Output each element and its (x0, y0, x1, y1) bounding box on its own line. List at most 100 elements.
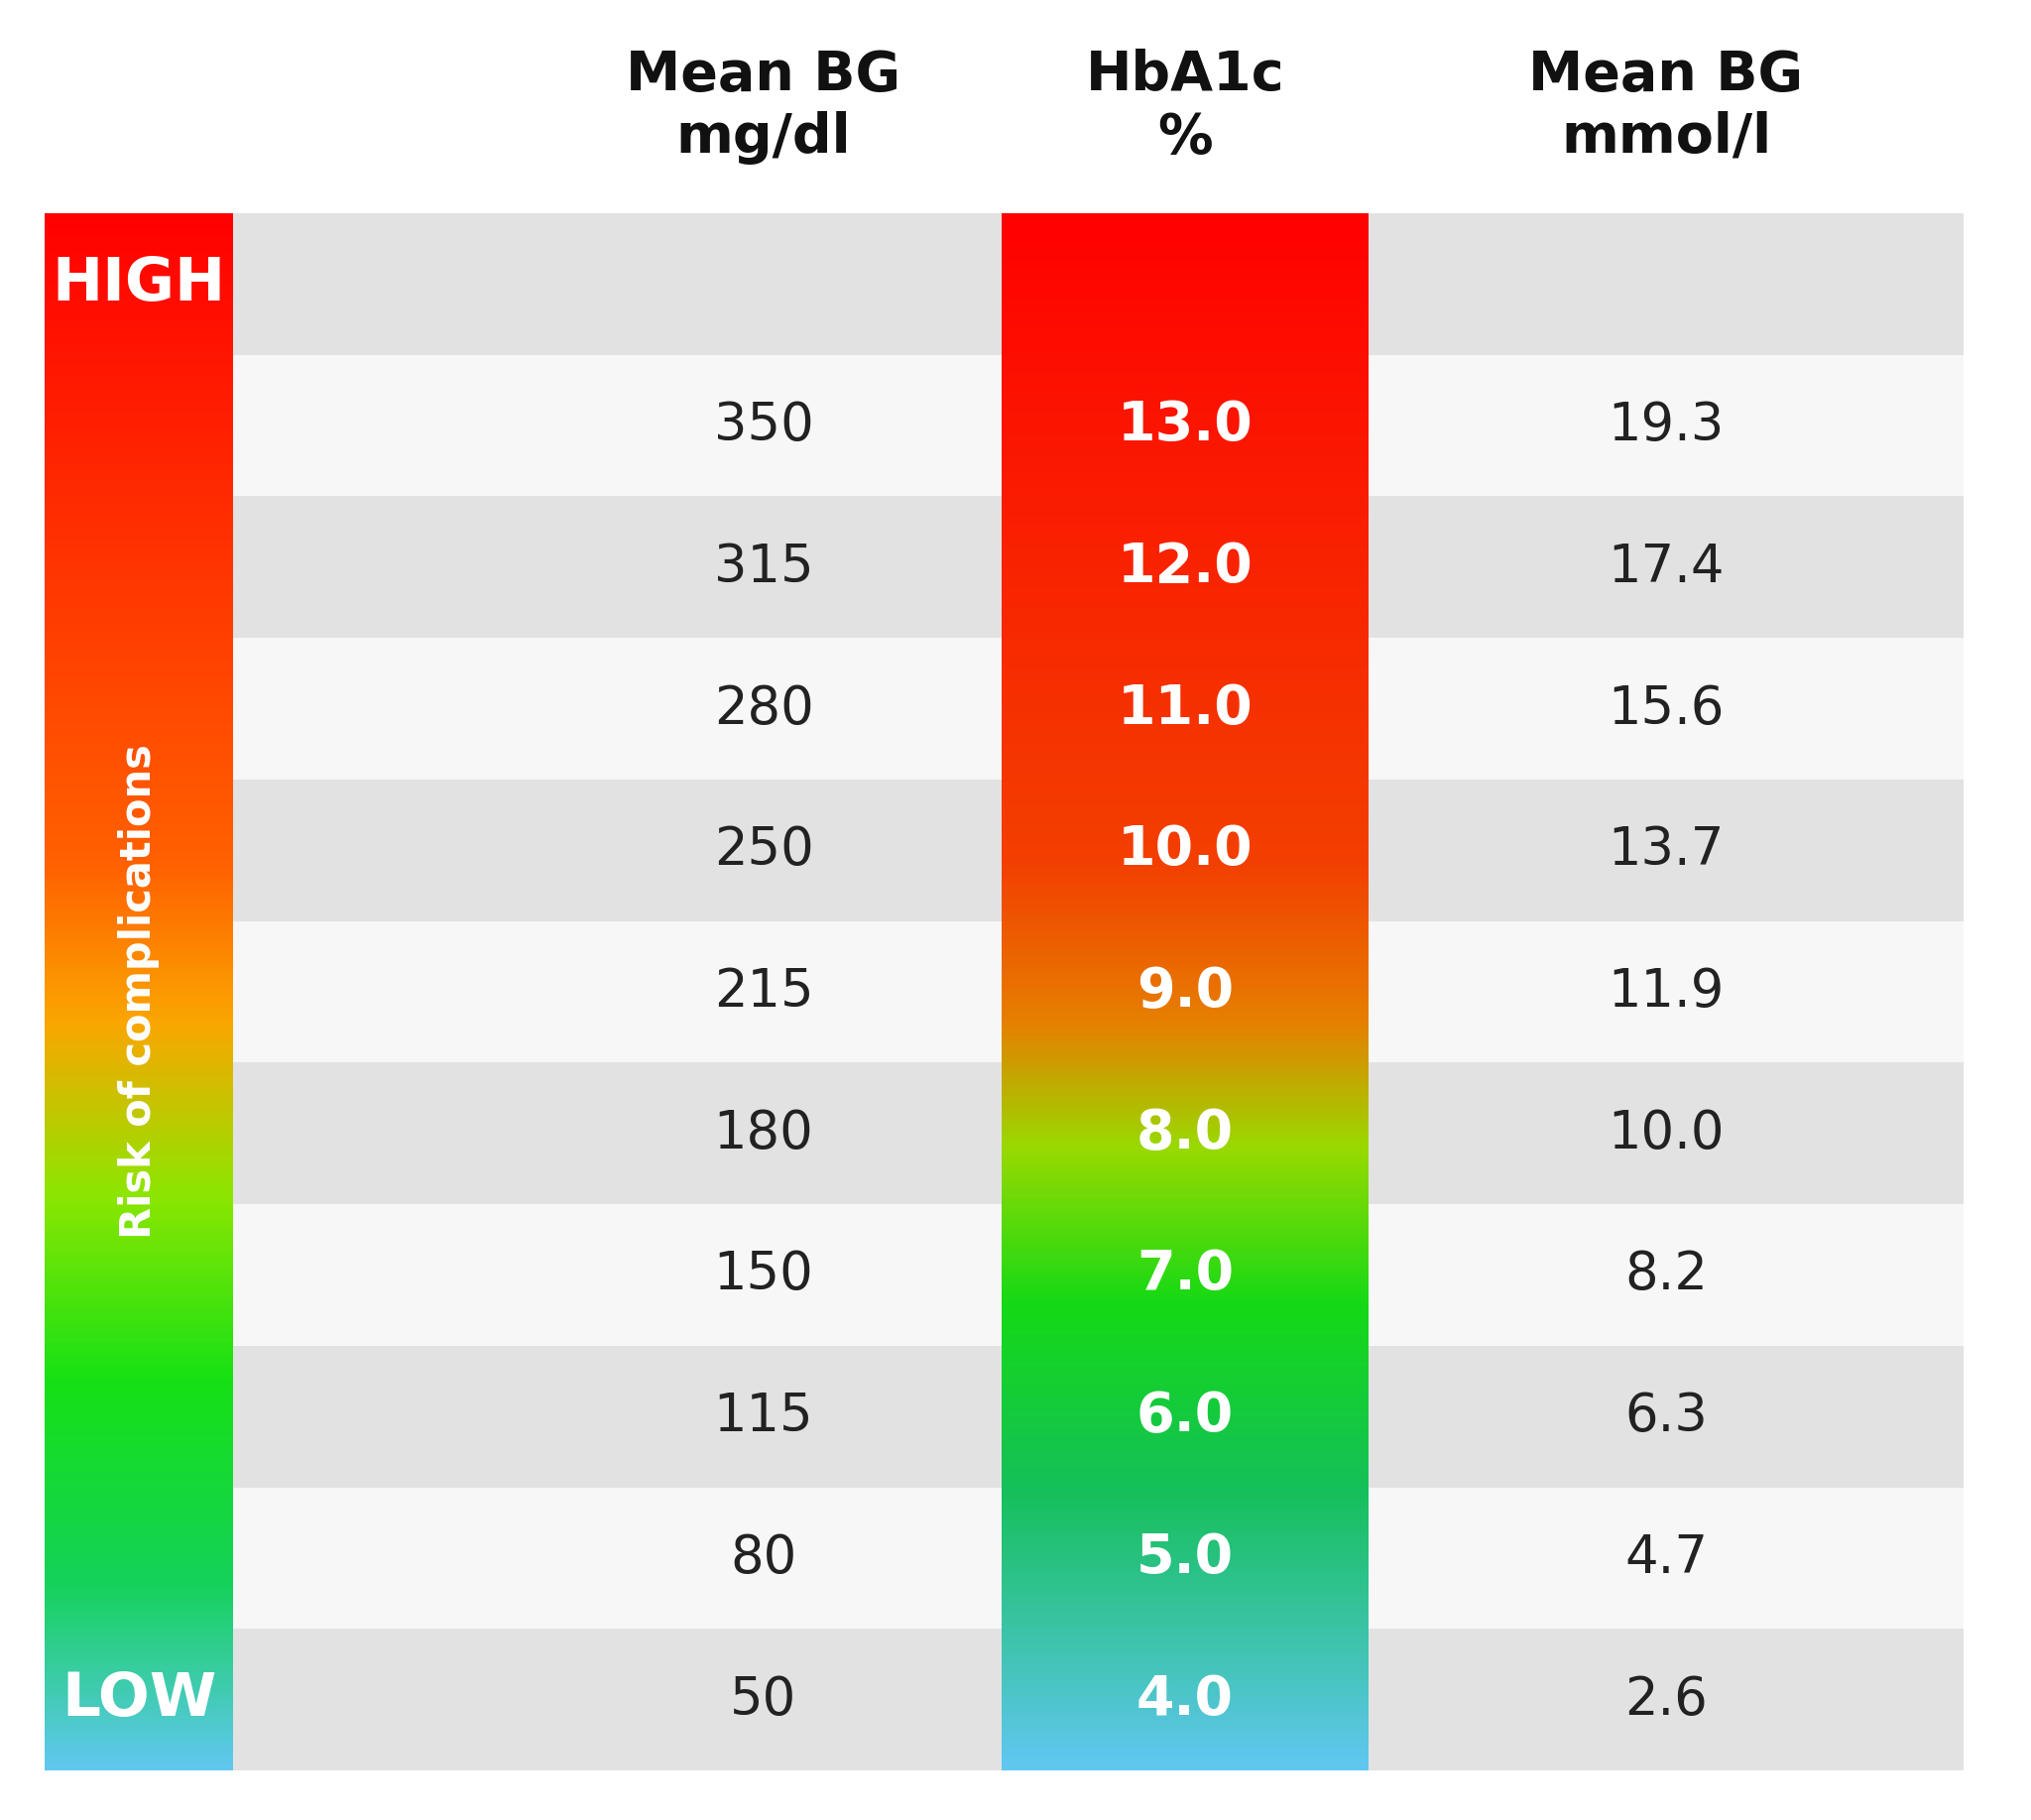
Bar (1001, 1762, 1369, 1767)
Bar (45, 244, 234, 248)
Bar (1001, 1542, 1369, 1545)
Bar (1001, 1603, 1369, 1607)
Bar (1001, 357, 1369, 360)
Bar (1001, 1731, 1369, 1736)
Bar (45, 1132, 234, 1136)
Bar (1001, 872, 1369, 875)
Bar (45, 1622, 234, 1627)
Bar (1001, 1649, 1369, 1654)
Bar (45, 1101, 234, 1105)
Bar (45, 894, 234, 899)
Text: 15.6: 15.6 (1609, 682, 1724, 735)
Bar (1001, 1767, 1369, 1771)
Bar (45, 462, 234, 466)
Bar (45, 360, 234, 366)
Bar (1001, 619, 1369, 622)
Bar (45, 1265, 234, 1269)
Bar (45, 510, 234, 513)
Bar (45, 715, 234, 719)
Bar (1001, 1085, 1369, 1088)
Bar (45, 879, 234, 883)
Bar (45, 1689, 234, 1693)
Bar (45, 828, 234, 832)
Bar (1001, 1665, 1369, 1669)
Bar (1001, 268, 1369, 271)
Bar (45, 681, 234, 684)
Bar (45, 537, 234, 541)
Bar (45, 599, 234, 602)
Bar (45, 548, 234, 551)
Bar (45, 260, 234, 264)
Bar (1001, 668, 1369, 673)
Bar (45, 832, 234, 835)
Bar (45, 1214, 234, 1218)
Bar (45, 555, 234, 561)
Bar (1001, 1747, 1369, 1751)
Bar (45, 661, 234, 664)
Bar (45, 1591, 234, 1594)
Bar (1001, 1556, 1369, 1560)
Bar (45, 1740, 234, 1744)
Bar (45, 613, 234, 619)
Bar (45, 1669, 234, 1673)
Bar (1001, 794, 1369, 797)
Bar (45, 1070, 234, 1074)
Bar (1001, 1016, 1369, 1019)
Bar (1001, 1658, 1369, 1662)
Bar (1001, 828, 1369, 832)
Bar (1001, 244, 1369, 248)
Bar (1001, 599, 1369, 602)
Bar (1001, 704, 1369, 708)
Bar (45, 981, 234, 985)
Bar (45, 890, 234, 894)
Bar (1001, 1440, 1369, 1443)
Text: 215: 215 (713, 966, 814, 1017)
Text: 11.0: 11.0 (1117, 682, 1253, 735)
Bar (1001, 899, 1369, 903)
Bar (45, 1440, 234, 1443)
Bar (45, 1767, 234, 1771)
Bar (45, 1587, 234, 1591)
Bar (1001, 1043, 1369, 1046)
Bar (1001, 832, 1369, 835)
Bar (45, 1463, 234, 1467)
Bar (45, 588, 234, 592)
Bar (1001, 524, 1369, 528)
Bar (1001, 1245, 1369, 1249)
Bar (1001, 1054, 1369, 1057)
Bar (45, 1218, 234, 1221)
Bar (45, 1019, 234, 1023)
Bar (1001, 996, 1369, 999)
Bar (45, 1245, 234, 1249)
Bar (45, 723, 234, 728)
Bar (1001, 1338, 1369, 1341)
Bar (45, 377, 234, 380)
Bar (1001, 948, 1369, 954)
Bar (45, 1618, 234, 1622)
Bar (1001, 1669, 1369, 1673)
Bar (45, 1676, 234, 1682)
Bar (45, 400, 234, 404)
Bar (1001, 1256, 1369, 1261)
Bar (45, 384, 234, 388)
Bar (1001, 1272, 1369, 1276)
Bar (1001, 914, 1369, 917)
Bar (45, 790, 234, 794)
Bar (1001, 470, 1369, 473)
Bar (234, 1205, 1964, 1345)
Text: 2.6: 2.6 (1625, 1674, 1708, 1725)
Bar (45, 1050, 234, 1054)
Bar (1001, 482, 1369, 486)
Bar (45, 824, 234, 828)
Bar (1001, 369, 1369, 373)
Bar (45, 248, 234, 253)
Bar (45, 1645, 234, 1649)
Bar (45, 1279, 234, 1283)
Bar (45, 595, 234, 599)
Bar (1001, 588, 1369, 592)
Bar (45, 906, 234, 910)
Bar (1001, 863, 1369, 868)
Bar (45, 318, 234, 322)
Bar (45, 1012, 234, 1016)
Bar (45, 1720, 234, 1724)
